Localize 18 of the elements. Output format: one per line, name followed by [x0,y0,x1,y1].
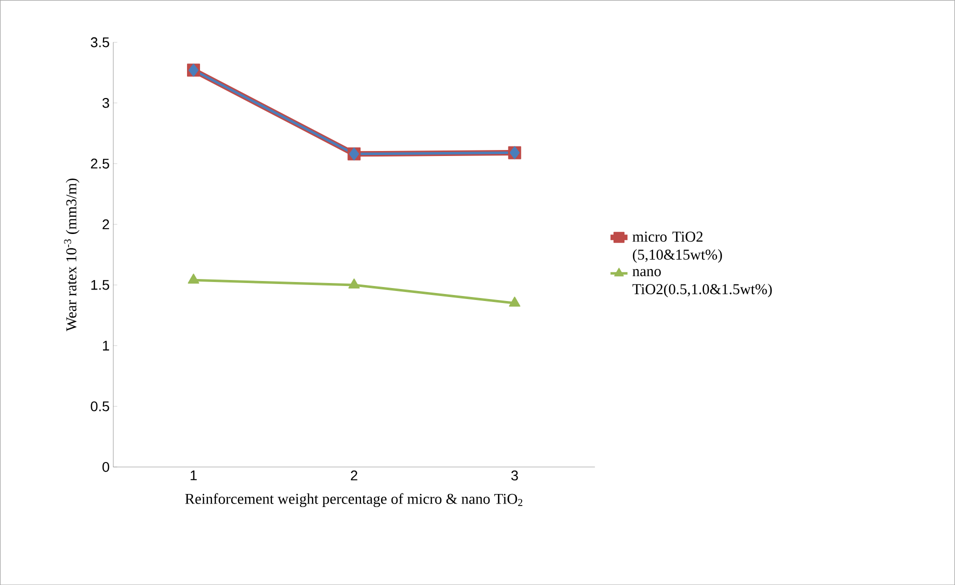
y-tick-label: 0 [102,462,110,472]
y-tick-label: 3.5 [90,37,110,48]
point [348,278,360,288]
x-tick-label: 2 [350,470,358,480]
point [508,296,520,307]
legend-label: nano TiO2(0.5,1.0&1.5wt%) [632,268,772,298]
x-tick-label: 1 [190,470,197,480]
point [188,274,200,284]
y-tick-label: 3 [102,98,110,108]
legend-label: micro TiO2 (5,10&15wt%) [632,232,722,263]
y-tick-label: 0.5 [90,401,110,412]
y-tick-label: 1 [103,340,110,350]
y-tick-label: 1.5 [91,280,110,290]
y-axis-title: Wear ratex 10$^{-3}$ (mm3/m) [64,178,80,332]
y-tick-label: 2 [102,219,110,230]
x-tick-label: 3 [511,470,518,480]
y-tick-label: 2.5 [90,158,110,168]
x-axis-title: Reinforcement weight percentage of micro & nano TiO$_{2}$ [185,493,522,507]
